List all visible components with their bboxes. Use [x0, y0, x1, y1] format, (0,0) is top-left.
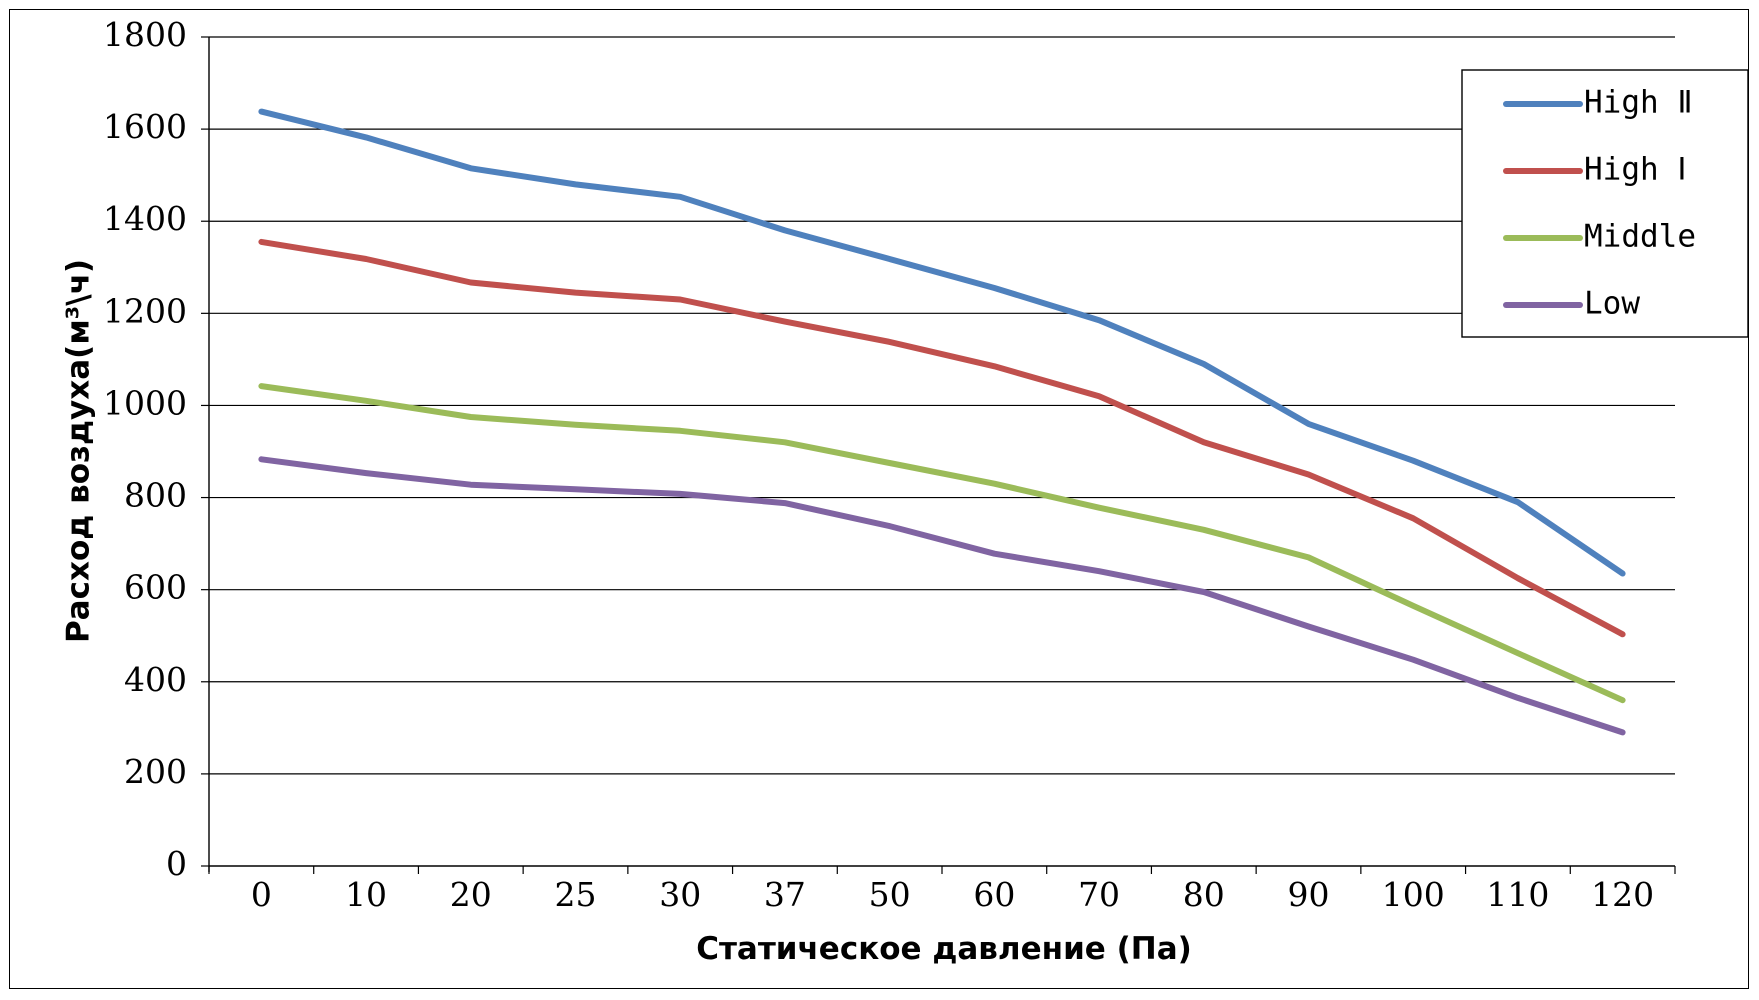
- y-axis: 0 200 400 600 800 1000 1200 1400 1600 1800: [103, 15, 210, 883]
- x-tick-label: 10: [345, 875, 387, 914]
- gridlines: [209, 36, 1675, 775]
- legend-label: Low: [1584, 286, 1640, 322]
- y-tick-label: 600: [124, 568, 187, 607]
- y-tick-label: 1600: [103, 107, 187, 146]
- y-tick-label: 200: [124, 752, 187, 791]
- x-tick-label: 80: [1183, 875, 1225, 914]
- x-tick-label: 100: [1382, 875, 1445, 914]
- x-tick-label: 37: [764, 875, 806, 914]
- y-tick-label: 0: [166, 844, 187, 883]
- x-tick-label: 30: [659, 875, 701, 914]
- x-tick-label: 0: [251, 875, 272, 914]
- x-tick-label: 50: [869, 875, 911, 914]
- y-tick-label: 800: [124, 476, 187, 515]
- series-lines: [258, 108, 1626, 736]
- x-axis: 0 10 20 25 30 37 50 60 70 80 90 100 110 120: [208, 865, 1676, 914]
- y-tick-label: 1000: [103, 383, 187, 422]
- x-tick-label: 110: [1486, 875, 1549, 914]
- x-tick-label: 60: [973, 875, 1015, 914]
- series-line-3: [258, 456, 1626, 736]
- legend-label: High Ⅱ: [1584, 85, 1693, 121]
- series-line-1: [258, 238, 1626, 638]
- legend-box: [1461, 69, 1749, 338]
- legend-label: Middle: [1584, 219, 1696, 255]
- chart-frame: [9, 9, 1749, 989]
- y-tick-label: 1800: [103, 15, 187, 54]
- x-axis-title: Статическое давление (Па): [696, 931, 1192, 967]
- legend: High Ⅱ High Ⅰ Middle Low: [1461, 69, 1749, 338]
- series-line-0: [258, 108, 1626, 577]
- y-tick-label: 1200: [103, 291, 187, 330]
- x-tick-label: 20: [450, 875, 492, 914]
- y-axis-title: Расход воздуха(м³\ч): [61, 259, 97, 643]
- x-tick-label: 70: [1078, 875, 1120, 914]
- series-line-2: [258, 383, 1626, 704]
- x-tick-label: 120: [1591, 875, 1654, 914]
- y-tick-label: 1400: [103, 199, 187, 238]
- x-tick-label: 25: [555, 875, 597, 914]
- x-tick-label: 90: [1288, 875, 1330, 914]
- y-tick-label: 400: [124, 660, 187, 699]
- legend-label: High Ⅰ: [1584, 152, 1686, 188]
